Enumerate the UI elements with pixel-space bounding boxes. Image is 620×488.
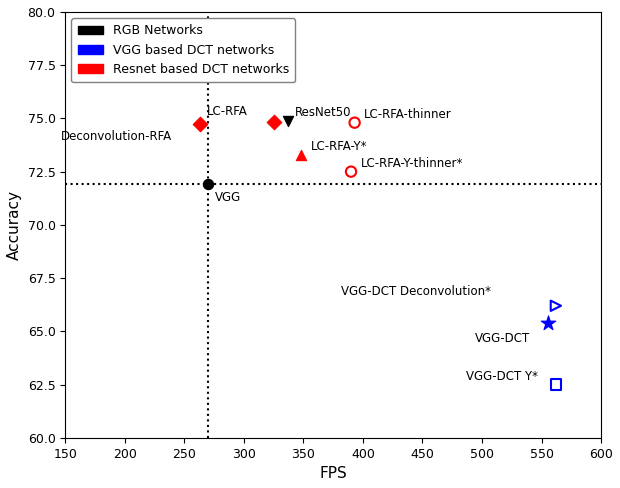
Text: VGG: VGG: [215, 191, 241, 204]
Point: [283, 117, 293, 124]
Text: VGG-DCT: VGG-DCT: [476, 332, 531, 345]
Text: Deconvolution-RFA: Deconvolution-RFA: [61, 130, 172, 143]
Point: [195, 120, 205, 128]
Point: [268, 118, 278, 125]
Point: [296, 151, 306, 159]
Text: LC-RFA-thinner: LC-RFA-thinner: [365, 108, 452, 122]
Text: ResNet50: ResNet50: [295, 106, 352, 120]
Text: VGG-DCT Deconvolution*: VGG-DCT Deconvolution*: [340, 285, 490, 298]
Point: [551, 302, 561, 310]
X-axis label: FPS: FPS: [319, 466, 347, 481]
Point: [542, 319, 552, 326]
Point: [551, 381, 561, 388]
Point: [350, 119, 360, 126]
Legend: RGB Networks, VGG based DCT networks, Resnet based DCT networks: RGB Networks, VGG based DCT networks, Re…: [71, 18, 295, 82]
Point: [346, 168, 356, 176]
Text: LC-RFA: LC-RFA: [207, 104, 248, 118]
Y-axis label: Accuracy: Accuracy: [7, 190, 22, 260]
Point: [203, 181, 213, 188]
Text: LC-RFA-Y*: LC-RFA-Y*: [311, 141, 367, 153]
Text: VGG-DCT Y*: VGG-DCT Y*: [466, 370, 538, 384]
Text: LC-RFA-Y-thinner*: LC-RFA-Y-thinner*: [361, 158, 463, 170]
